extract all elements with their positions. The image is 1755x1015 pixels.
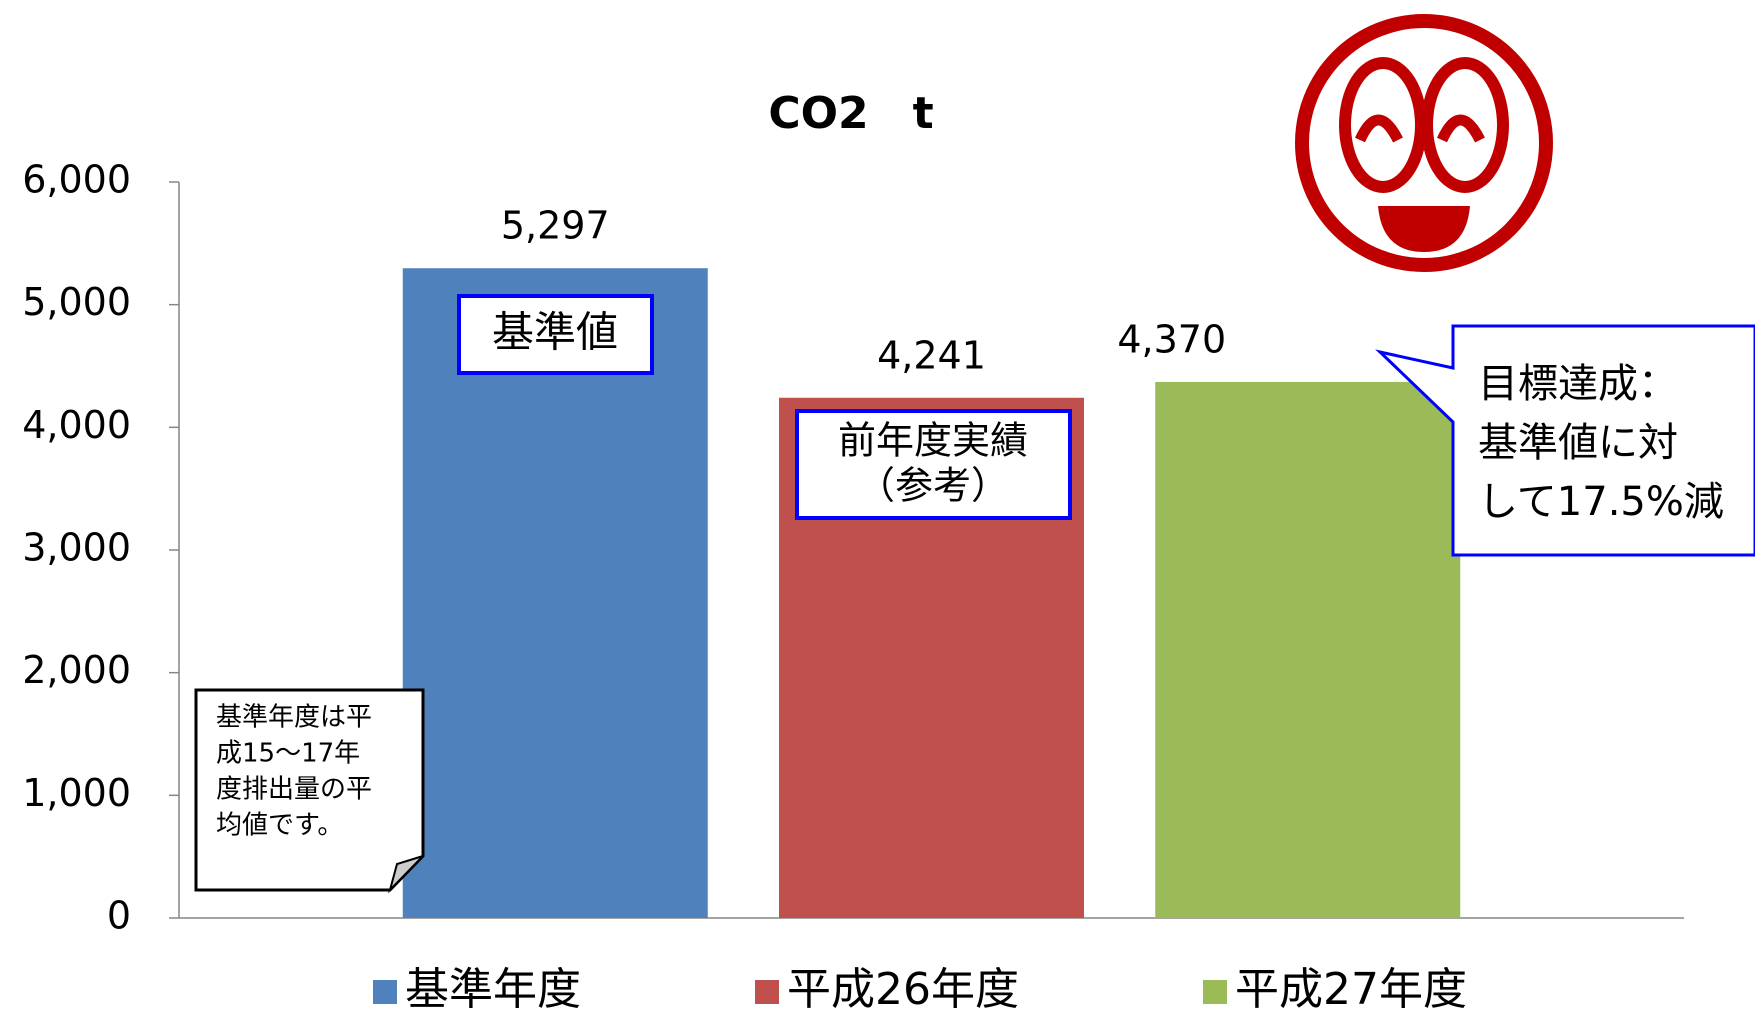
smiley-icon: [1295, 14, 1553, 272]
annotation-text: 均値です。: [216, 811, 343, 841]
legend-label: 平成27年度: [1235, 964, 1467, 1015]
chart-title: CO2 t: [768, 88, 933, 139]
y-tick-label: 3,000: [22, 526, 131, 570]
note-fold: [388, 855, 424, 894]
annotation-text: 基準年度は平: [216, 703, 372, 733]
y-tick-label: 4,000: [22, 403, 131, 447]
bar: [1155, 381, 1461, 918]
y-tick-label: 5,000: [22, 280, 131, 324]
value-label: 4,241: [877, 333, 986, 377]
callout-box: [1375, 324, 1755, 557]
annotation-text: 成15～17年: [216, 739, 360, 769]
legend-label: 基準年度: [405, 964, 581, 1015]
annotation-text: して17.5%減: [1478, 479, 1724, 525]
annotation-text: （参考）: [857, 464, 1009, 508]
annotation-box: [795, 409, 1072, 520]
legend-swatch: [755, 980, 779, 1004]
y-tick-label: 0: [107, 894, 131, 938]
annotation-box: [457, 294, 654, 375]
legend-swatch: [1203, 980, 1227, 1004]
annotation-text: 前年度実績: [838, 419, 1028, 463]
annotation-text: 基準値: [492, 308, 618, 357]
y-tick-label: 1,000: [22, 771, 131, 815]
value-label: 4,370: [1117, 317, 1226, 361]
value-label: 5,297: [501, 204, 610, 248]
y-tick-label: 6,000: [22, 158, 131, 202]
annotation-text: 度排出量の平: [216, 775, 372, 805]
y-tick-label: 2,000: [22, 648, 131, 692]
annotation-text: 基準値に対: [1478, 420, 1678, 466]
annotation-text: 目標達成：: [1478, 361, 1678, 407]
legend-label: 平成26年度: [787, 964, 1019, 1015]
bar: [402, 268, 708, 918]
legend-swatch: [373, 980, 397, 1004]
